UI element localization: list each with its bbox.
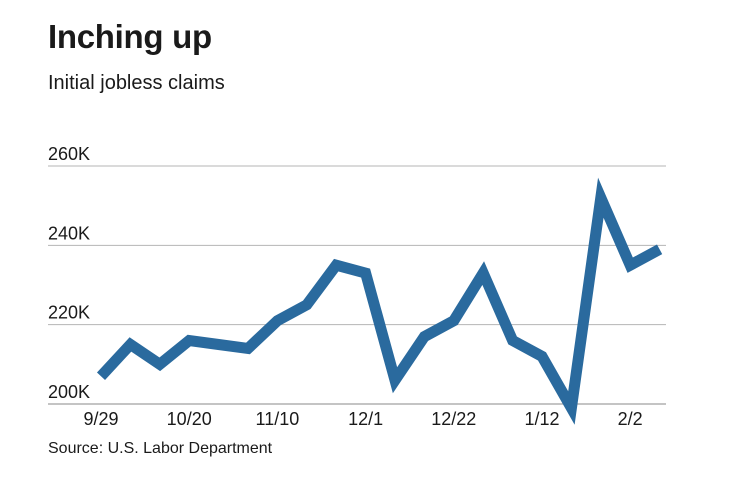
y-axis-tick-labels: 200K 220K 240K 260K [48, 144, 90, 402]
x-tick-label: 1/12 [524, 409, 559, 429]
source-note: Source: U.S. Labor Department [48, 440, 273, 457]
x-tick-label: 12/22 [431, 409, 476, 429]
x-tick-label: 2/2 [618, 409, 643, 429]
x-tick-label: 10/20 [167, 409, 212, 429]
chart-title: Inching up [48, 18, 212, 55]
chart-subtitle: Initial jobless claims [48, 72, 225, 94]
x-tick-label: 9/29 [83, 409, 118, 429]
series-layer [96, 177, 663, 425]
y-tick-label: 200K [48, 382, 90, 402]
x-tick-label: 11/10 [256, 409, 300, 429]
y-tick-label: 260K [48, 144, 90, 164]
y-tick-label: 220K [48, 303, 90, 323]
series-line [96, 177, 663, 425]
x-tick-label: 12/1 [348, 409, 383, 429]
y-tick-label: 240K [48, 223, 90, 243]
x-axis-tick-labels: 9/29 10/20 11/10 12/1 12/22 1/12 2/2 [83, 409, 642, 429]
